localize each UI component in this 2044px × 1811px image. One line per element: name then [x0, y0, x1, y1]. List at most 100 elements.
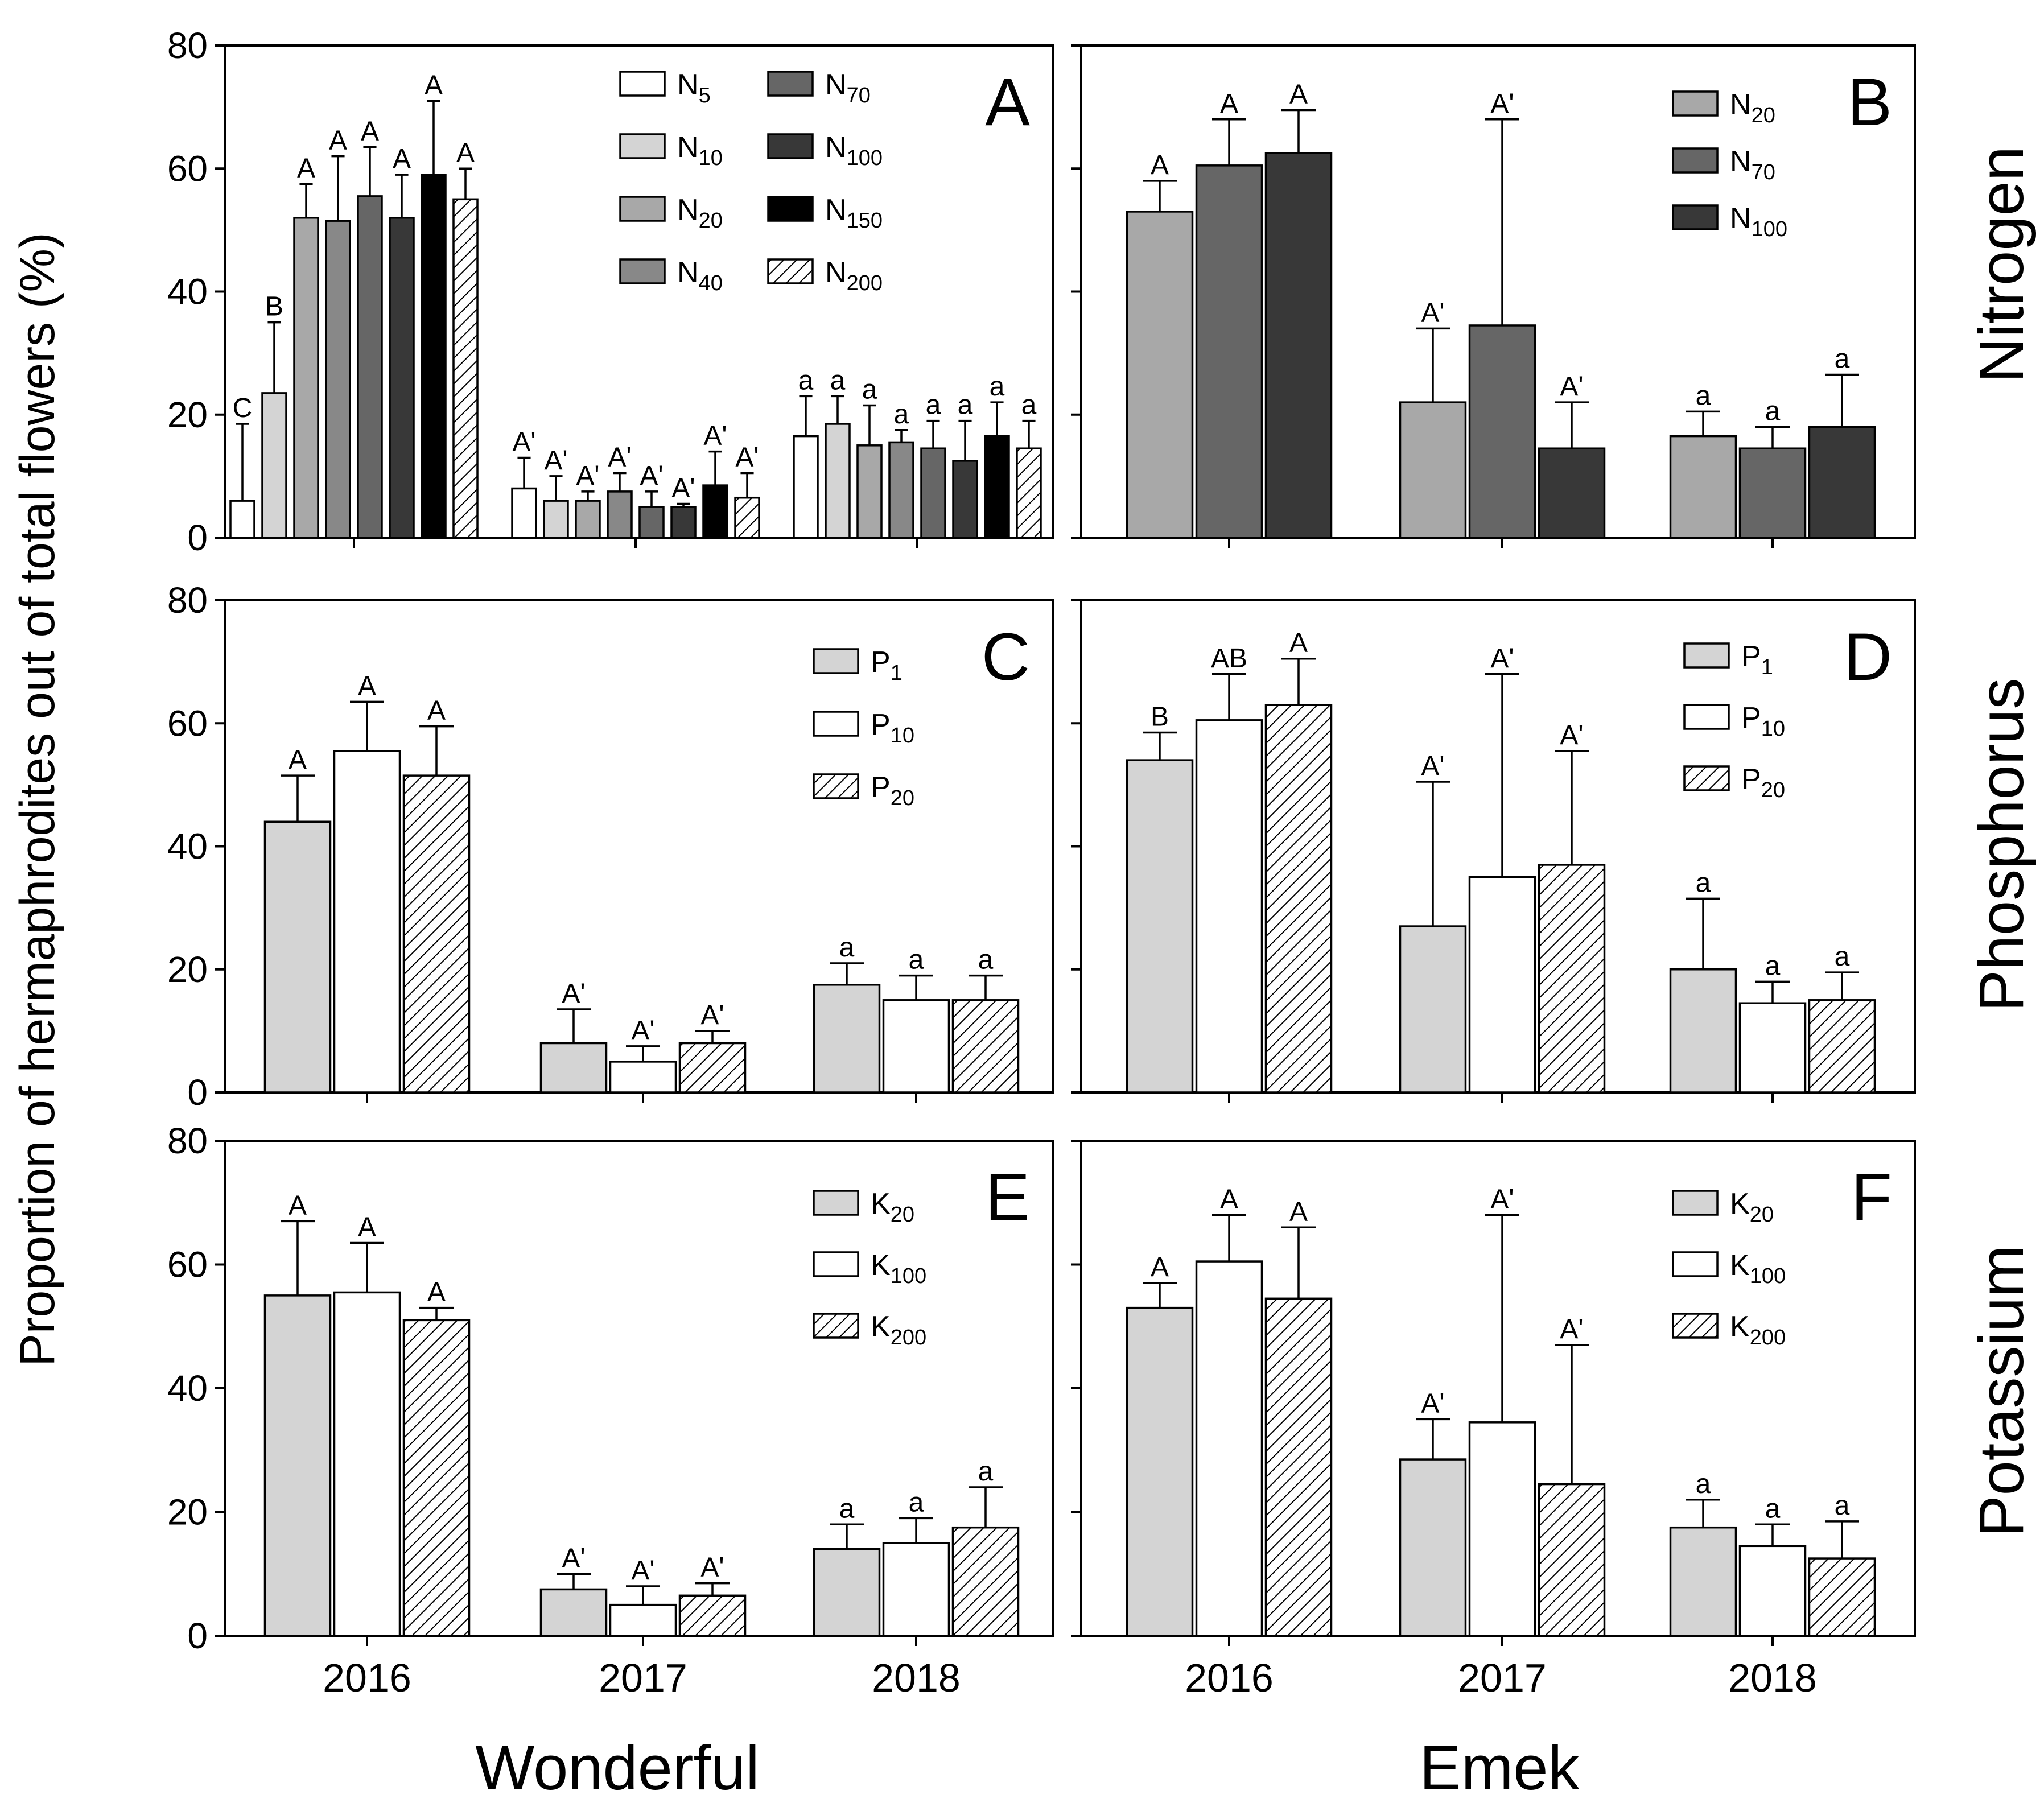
panel-a-sig-n150-2: a — [990, 372, 1005, 402]
panel-c-ytick-label-4: 80 — [167, 580, 208, 621]
panel-c-bar-p1-0 — [263, 820, 332, 1094]
panel-a-sig-n10-0: B — [265, 292, 283, 322]
legend-swatch-f-k100 — [1672, 1251, 1719, 1277]
panel-b-sig-n100-0: A — [1289, 80, 1308, 110]
legend-label-c-p1: P1 — [871, 646, 903, 685]
panel-e-bar-k200-1 — [678, 1594, 747, 1637]
panel-a-bar-n20-1 — [575, 500, 601, 539]
panel-a-bar-n200-2 — [1016, 447, 1042, 539]
panel-a-sig-n70-1: A' — [640, 461, 663, 491]
panel-d-sig-p20-1: A' — [1560, 720, 1583, 750]
panel-d-sig-p20-2: a — [1835, 942, 1850, 972]
legend-swatch-b-n20 — [1672, 90, 1719, 117]
panel-a-bar-n10-2 — [825, 423, 851, 539]
legend-swatch-e-k200 — [813, 1313, 859, 1339]
panel-e-bar-k100-0 — [333, 1291, 401, 1637]
panel-b-bar-n20-1 — [1399, 401, 1467, 539]
legend-label-d-p10: P10 — [1741, 702, 1785, 741]
panel-b: A A' a A A' a A A' a B N20 N70 N100 — [1071, 44, 1916, 548]
legend-swatch-d-p1 — [1683, 642, 1730, 669]
panel-e-sig-k200-0: A — [427, 1277, 446, 1307]
legend-label-f-k200: K200 — [1730, 1310, 1786, 1350]
panel-f-sig-k200-0: A — [1289, 1197, 1308, 1227]
panel-d-sig-p10-0: AB — [1211, 643, 1247, 674]
panel-c-bar-p20-1 — [678, 1042, 747, 1094]
panel-d-legend: P1 P10 P20 — [1683, 640, 1785, 802]
panel-c-bar-p10-2 — [882, 999, 950, 1094]
panel-e-bar-k20-1 — [539, 1588, 608, 1637]
panel-e-xtick-label-1: 2017 — [599, 1656, 687, 1700]
panel-e-legend: K20 K100 K200 — [813, 1187, 926, 1350]
legend-label-e-k200: K200 — [871, 1310, 926, 1350]
panel-a-sig-n20-2: a — [862, 375, 877, 405]
legend-label-a-n100: N100 — [825, 131, 883, 170]
panel-c-legend: P1 P10 P20 — [813, 646, 914, 810]
legend-swatch-a-n20 — [619, 196, 666, 222]
legend-swatch-d-p10 — [1683, 704, 1730, 730]
panel-d-bar-p20-1 — [1538, 864, 1606, 1094]
cultivar-label-wonderful: Wonderful — [475, 1733, 759, 1803]
panel-f-bar-k20-1 — [1399, 1458, 1467, 1637]
panel-b-sig-n100-1: A' — [1560, 372, 1583, 402]
panel-a-bar-n200-1 — [734, 496, 760, 539]
panel-e-bar-k200-0 — [402, 1319, 471, 1637]
panel-d-sig-p1-2: a — [1696, 868, 1711, 898]
panel-f-letter: F — [1851, 1160, 1892, 1235]
panel-b-legend: N20 N70 N100 — [1672, 88, 1787, 241]
panel-a-bar-n200-0 — [452, 198, 479, 539]
panels-layer: 0 20 40 60 80 C A' a B A' a A A' a A A' a A A' a A A' a A A' a A A'… — [167, 25, 1916, 1700]
panel-f-xtick-label-1: 2017 — [1458, 1656, 1547, 1700]
panel-a-bar-n10-1 — [543, 500, 569, 539]
panel-e-sig-k20-0: A — [289, 1190, 307, 1220]
legend-label-a-n150: N150 — [825, 193, 883, 233]
panel-c-ytick-label-1: 20 — [167, 949, 208, 990]
panel-a-bar-n100-0 — [389, 217, 415, 539]
panel-f-bar-k100-2 — [1738, 1545, 1807, 1637]
panel-a-sig-n40-2: a — [894, 399, 909, 430]
panel-f-legend: K20 K100 K200 — [1672, 1187, 1786, 1350]
panel-a-sig-n100-1: A' — [671, 473, 695, 504]
panel-f-bar-k100-1 — [1468, 1421, 1536, 1637]
panel-a-sig-n70-2: a — [926, 390, 941, 420]
row-label-potassium: Potassium — [1967, 1245, 2037, 1537]
legend-label-a-n40: N40 — [677, 256, 723, 295]
panel-e-sig-k200-1: A' — [700, 1553, 724, 1583]
panel-f-xtick-label-2: 2018 — [1728, 1656, 1817, 1700]
panel-a-legend: N5 N10 N20 N40 N70 N100 N150 N200 — [619, 68, 883, 295]
panel-a-bar-n100-2 — [952, 460, 978, 539]
panel-a-bar-n70-0 — [357, 195, 383, 539]
panel-c-sig-p1-2: a — [839, 933, 855, 963]
panel-a-bar-n10-0 — [261, 392, 287, 539]
panel-f-sig-k100-2: a — [1765, 1494, 1781, 1524]
panel-a-sig-n10-1: A' — [544, 445, 567, 476]
panel-a-bar-n5-2 — [793, 435, 819, 539]
panel-c-bar-p10-1 — [609, 1061, 677, 1094]
panel-b-bar-n100-2 — [1808, 426, 1876, 539]
panel-c-bar-p20-2 — [951, 999, 1020, 1094]
panel-f-bar-k100-0 — [1195, 1260, 1263, 1637]
panel-f-sig-k200-1: A' — [1560, 1314, 1583, 1344]
panel-c-sig-p20-0: A — [427, 696, 446, 726]
panel-e-ytick-label-4: 80 — [167, 1120, 208, 1161]
panel-f-sig-k100-1: A' — [1490, 1185, 1514, 1215]
panel-a-ytick-label-1: 20 — [167, 394, 208, 435]
panel-a-ytick-label-0: 0 — [187, 517, 208, 558]
panel-b-sig-n20-0: A — [1151, 150, 1169, 180]
panel-d-letter: D — [1844, 620, 1892, 695]
panel-e-bar-k100-1 — [609, 1603, 677, 1637]
panel-c-bar-p10-0 — [333, 750, 401, 1094]
panel-f: 2016 2017 2018 A A' a A A' a A A' a F K20 K100 K200 — [1071, 1140, 1916, 1700]
legend-label-a-n200: N200 — [825, 256, 883, 295]
panel-a-sig-n20-0: A — [297, 153, 315, 183]
panel-a-bar-n5-1 — [511, 487, 537, 539]
legend-swatch-b-n100 — [1672, 204, 1719, 230]
panel-a-sig-n40-1: A' — [608, 442, 631, 472]
panel-c-bar-p1-2 — [813, 984, 881, 1094]
panel-e-bar-k20-2 — [813, 1548, 881, 1637]
panel-c-sig-p10-1: A' — [631, 1016, 654, 1046]
panel-f-sig-k20-2: a — [1696, 1469, 1711, 1499]
legend-label-a-n5: N5 — [677, 68, 711, 108]
panel-d-bar-p20-0 — [1264, 704, 1333, 1094]
panel-a-bar-n5-0 — [229, 500, 256, 539]
legend-swatch-f-k200 — [1672, 1313, 1719, 1339]
